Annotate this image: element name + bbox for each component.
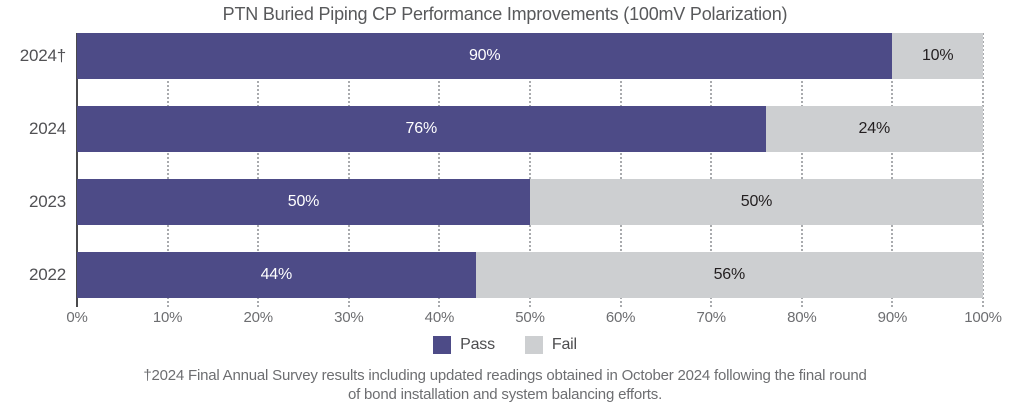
category-label: 2022	[28, 265, 66, 284]
bar-value-label: 44%	[260, 266, 293, 283]
y-axis-line	[76, 33, 78, 307]
fail-segment: 50%	[530, 179, 983, 225]
fail-segment: 56%	[475, 252, 983, 298]
gridline	[982, 33, 984, 307]
bar-row: 44% 56%	[77, 252, 983, 298]
pass-segment: 44%	[77, 252, 476, 298]
x-axis-tick-label: 10%	[152, 309, 183, 326]
gridline	[257, 33, 260, 307]
chart-title: PTN Buried Piping CP Performance Improve…	[222, 4, 788, 24]
footnote-line-2: of bond installation and system balancin…	[347, 386, 663, 404]
plot-area: 90% 10% 76% 24% 50% 50% 44% 56%	[76, 33, 984, 307]
footnote: †2024 Final Annual Survey results includ…	[0, 366, 1010, 404]
fail-segment: 10%	[892, 33, 983, 79]
gridline	[438, 33, 441, 307]
bar-row: 90% 10%	[77, 33, 983, 79]
bar-value-label: 10%	[921, 47, 954, 64]
gridline	[619, 33, 622, 307]
bar-value-label: 76%	[405, 120, 438, 137]
fail-segment: 24%	[765, 106, 983, 152]
bar-value-label: 24%	[858, 120, 891, 137]
legend-label: Fail	[551, 336, 577, 353]
x-axis-tick-label: 100%	[964, 309, 1002, 326]
legend-swatch-fail	[524, 336, 543, 354]
x-axis-tick-label: 30%	[334, 309, 364, 326]
legend-swatch-pass	[433, 336, 452, 354]
gridline	[800, 33, 803, 307]
footnote-line-1: †2024 Final Annual Survey results includ…	[143, 367, 867, 384]
bar-value-label: 56%	[713, 266, 746, 283]
legend-item-fail: Fail	[524, 336, 577, 354]
gridline	[891, 33, 894, 307]
pass-segment: 90%	[77, 33, 893, 79]
bar-value-label: 90%	[468, 47, 501, 64]
x-axis-tick-label: 70%	[696, 309, 726, 326]
gridline	[166, 33, 169, 307]
bar-value-label: 50%	[287, 193, 320, 210]
bar-value-label: 50%	[740, 193, 773, 210]
x-axis-tick-label: 90%	[877, 309, 908, 326]
gridline	[710, 33, 713, 307]
category-label: 2023	[28, 192, 66, 211]
bar-row: 76% 24%	[77, 106, 983, 152]
x-axis-tick-label: 80%	[787, 309, 817, 326]
x-axis-tick-label: 20%	[243, 309, 273, 326]
x-axis-tick-label: 50%	[515, 309, 545, 326]
category-label: 2024	[28, 119, 66, 138]
category-label: 2024†	[19, 46, 66, 65]
x-axis-tick-label: 60%	[605, 309, 636, 326]
x-axis-tick-label: 0%	[66, 309, 88, 326]
legend-label: Pass	[460, 336, 495, 353]
x-axis-tick-label: 40%	[424, 309, 455, 326]
gridline	[529, 33, 531, 307]
bar-row: 50% 50%	[77, 179, 983, 225]
legend-item-pass: Pass	[433, 336, 495, 354]
pass-segment: 76%	[77, 106, 766, 152]
legend: Pass Fail	[0, 336, 1010, 354]
pass-segment: 50%	[77, 179, 530, 225]
gridline	[347, 33, 350, 307]
